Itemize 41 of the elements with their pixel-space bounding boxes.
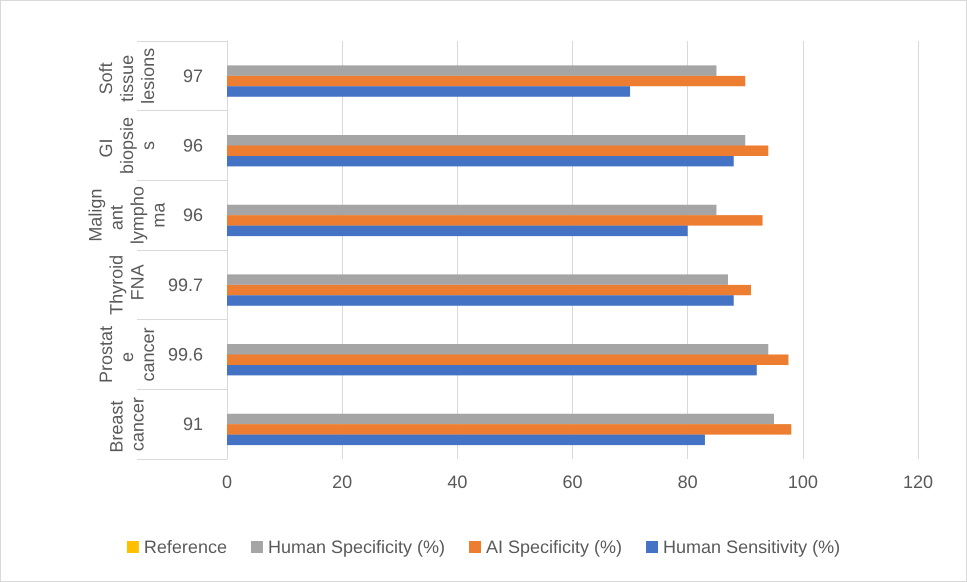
bar: [227, 146, 768, 156]
bar: [227, 226, 688, 236]
x-tick-label: 120: [902, 472, 934, 492]
bar: [227, 76, 746, 86]
bar: [227, 344, 768, 354]
text: 91: [182, 414, 203, 434]
bar: [227, 434, 705, 446]
text: 99.7: [168, 274, 203, 295]
legend-label: Human Specificity (%): [268, 537, 446, 557]
text: 99.6: [168, 344, 203, 364]
bar: [227, 135, 746, 146]
bar: [227, 215, 763, 226]
legend-label: Reference: [144, 537, 227, 557]
y-tick-label: GI biopsies: [96, 116, 158, 174]
y-tick-label: Breast cancer: [106, 396, 148, 453]
bar: [227, 284, 752, 296]
bar: [227, 65, 716, 76]
bar: [227, 414, 774, 424]
y-tick-label: Soft tissue lesions: [96, 48, 158, 104]
x-tick-label: 40: [447, 472, 468, 492]
legend-label: AI Specificity (%): [486, 537, 622, 557]
y-tick-label: Prostate cancer: [96, 326, 158, 384]
bar: [227, 86, 630, 97]
x-tick-label: 20: [332, 472, 352, 492]
y-tick-label: Malignant lymphoma: [86, 186, 168, 244]
text: 96: [182, 205, 203, 226]
bar: [227, 204, 716, 216]
bar: [227, 156, 734, 166]
legend-label: Human Sensitivity (%): [663, 537, 840, 557]
x-tick-label: 100: [788, 472, 818, 492]
x-tick-label: 60: [562, 472, 583, 492]
bar: [227, 354, 788, 365]
y-tick-label: Thyroid FNA: [106, 254, 148, 315]
text: 97: [182, 66, 203, 86]
x-tick-label: 80: [678, 472, 698, 492]
x-tick-label: 0: [222, 472, 232, 492]
bar: [227, 274, 728, 285]
bar: [227, 364, 757, 376]
bar: [227, 295, 734, 306]
bar: [227, 424, 792, 435]
text: 96: [182, 136, 203, 156]
